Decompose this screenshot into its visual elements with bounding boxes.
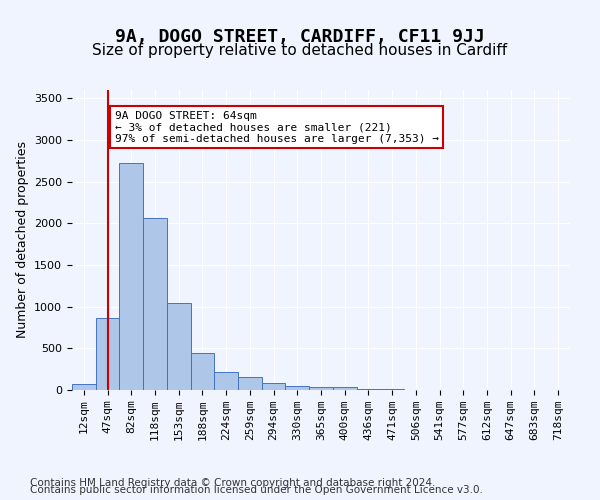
Bar bbox=[356, 389, 380, 390]
Bar bbox=[119, 164, 143, 390]
Text: 9A DOGO STREET: 64sqm
← 3% of detached houses are smaller (221)
97% of semi-deta: 9A DOGO STREET: 64sqm ← 3% of detached h… bbox=[115, 111, 439, 144]
Bar bbox=[167, 302, 191, 390]
Y-axis label: Number of detached properties: Number of detached properties bbox=[16, 142, 29, 338]
Bar bbox=[96, 318, 119, 390]
Bar bbox=[191, 352, 214, 390]
Bar bbox=[309, 386, 333, 390]
Bar bbox=[238, 377, 262, 390]
Bar bbox=[380, 389, 404, 390]
Bar bbox=[72, 384, 96, 390]
Bar bbox=[333, 387, 356, 390]
Bar bbox=[286, 386, 309, 390]
Text: 9A, DOGO STREET, CARDIFF, CF11 9JJ: 9A, DOGO STREET, CARDIFF, CF11 9JJ bbox=[115, 28, 485, 46]
Text: Size of property relative to detached houses in Cardiff: Size of property relative to detached ho… bbox=[92, 42, 508, 58]
Text: Contains HM Land Registry data © Crown copyright and database right 2024.: Contains HM Land Registry data © Crown c… bbox=[30, 478, 436, 488]
Bar bbox=[143, 218, 167, 390]
Bar bbox=[262, 384, 286, 390]
Text: Contains public sector information licensed under the Open Government Licence v3: Contains public sector information licen… bbox=[30, 485, 483, 495]
Bar bbox=[214, 372, 238, 390]
